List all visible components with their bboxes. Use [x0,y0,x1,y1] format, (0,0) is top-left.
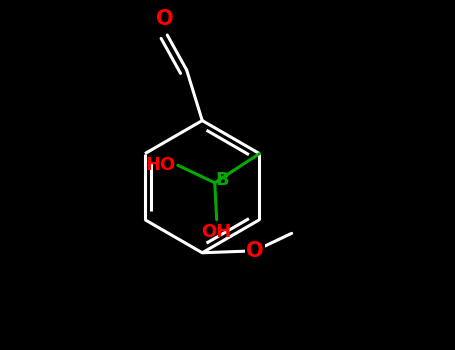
Text: HO: HO [146,156,176,174]
Text: B: B [215,171,228,189]
Text: O: O [157,9,174,29]
Text: O: O [246,241,263,261]
Text: OH: OH [202,223,232,241]
